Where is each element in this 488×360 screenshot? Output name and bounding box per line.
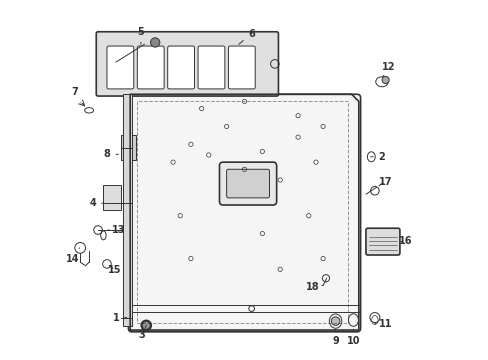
Text: 9: 9 (331, 329, 338, 346)
Text: 4: 4 (89, 198, 104, 208)
Circle shape (331, 317, 339, 325)
Text: 15: 15 (108, 265, 122, 275)
Text: 2: 2 (370, 152, 385, 162)
FancyBboxPatch shape (137, 46, 164, 89)
Bar (103, 185, 121, 210)
Text: 3: 3 (138, 325, 146, 341)
Bar (121, 135, 135, 160)
Text: 7: 7 (71, 87, 81, 103)
Bar (123, 94, 132, 327)
FancyBboxPatch shape (226, 169, 269, 198)
Text: 12: 12 (382, 63, 395, 76)
FancyBboxPatch shape (198, 46, 224, 89)
FancyBboxPatch shape (96, 32, 278, 96)
FancyBboxPatch shape (167, 46, 194, 89)
FancyBboxPatch shape (219, 162, 276, 205)
Circle shape (381, 76, 388, 84)
Text: 14: 14 (65, 248, 80, 264)
Circle shape (141, 320, 151, 330)
Text: 6: 6 (238, 28, 255, 44)
Text: 13: 13 (108, 225, 125, 235)
Text: 17: 17 (378, 177, 391, 187)
Text: 8: 8 (103, 149, 118, 159)
FancyBboxPatch shape (365, 228, 399, 255)
Text: 10: 10 (346, 329, 360, 346)
Text: 1: 1 (112, 312, 126, 323)
Circle shape (150, 38, 160, 47)
Text: 16: 16 (398, 237, 412, 247)
FancyBboxPatch shape (107, 46, 134, 89)
Text: 11: 11 (374, 319, 391, 329)
Text: 5: 5 (137, 27, 144, 44)
FancyBboxPatch shape (228, 46, 255, 89)
FancyBboxPatch shape (128, 94, 360, 332)
Text: 18: 18 (305, 282, 323, 292)
